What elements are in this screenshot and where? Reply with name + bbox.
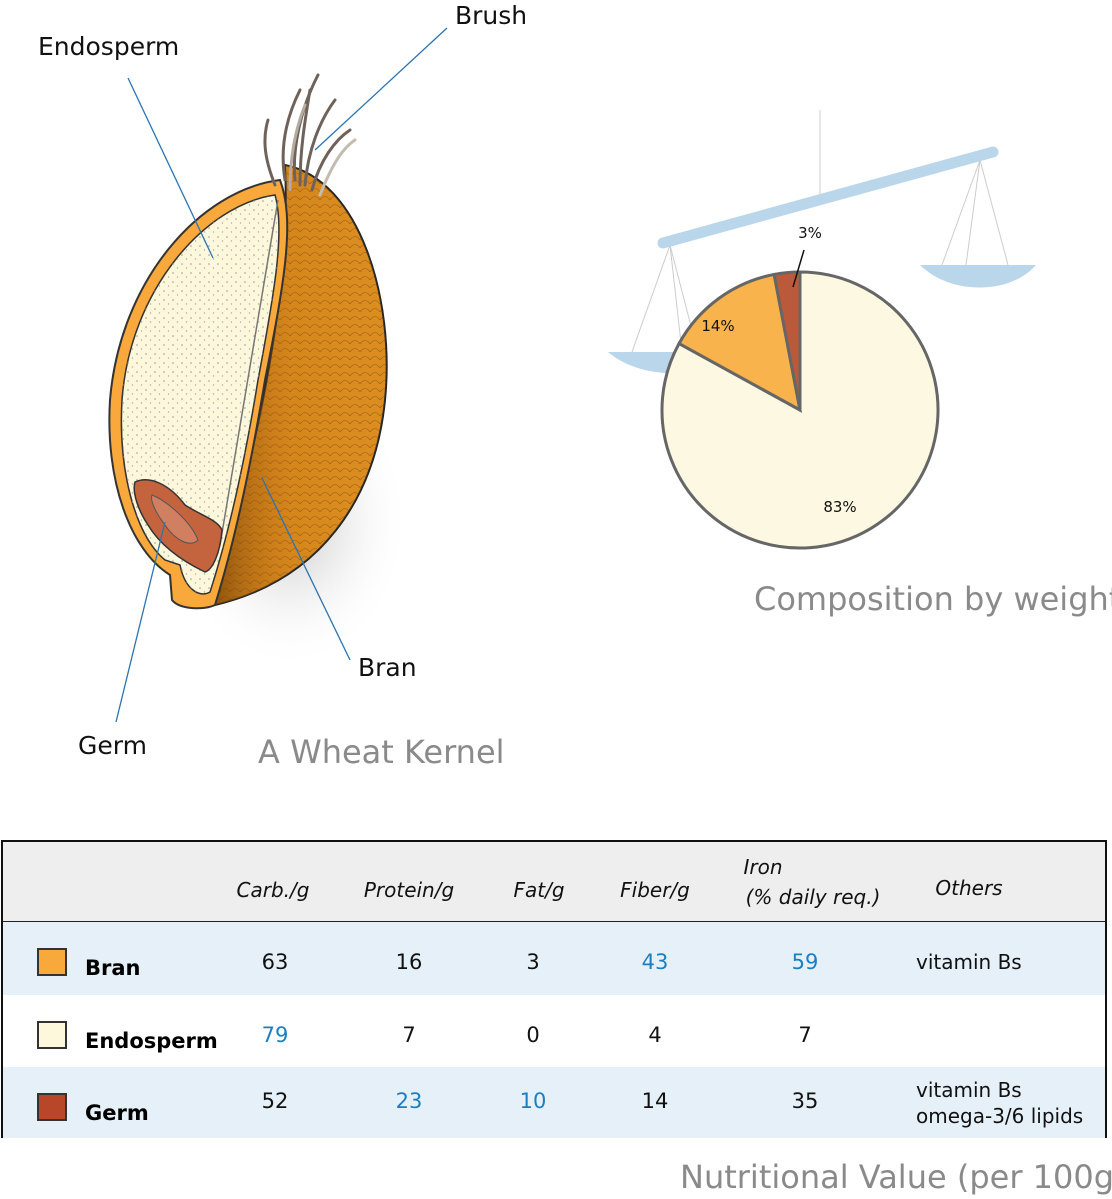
nutrition-table: Carb./g Protein/g Fat/g Fiber/g Iron (% … [1,840,1107,1138]
balance-scale [631,110,1009,353]
composition-pie-chart: 83% 14% 3% [660,224,940,550]
pie-slice-bran [677,272,803,413]
value-cell: 14 [641,1089,669,1113]
value-cell: 59 [791,950,819,974]
label-endosperm: Endosperm [38,32,180,61]
others-cell: vitamin Bs omega-3/6 lipids [916,1077,1083,1129]
header-iron: Iron [743,855,783,879]
value-cell: 7 [798,1023,812,1047]
others-item: vitamin Bs [916,1078,1022,1102]
value-cell: 52 [261,1089,289,1113]
kernel-title: A Wheat Kernel [258,733,505,771]
pie-slice-germ [772,270,802,411]
value-cell: 10 [519,1089,547,1113]
pie-label: 83% [823,498,856,516]
label-brush: Brush [455,1,528,30]
scale-pan-right [920,265,1036,288]
others-item: vitamin Bs [916,950,1022,974]
row-name: Germ [85,1101,149,1125]
value-cell: 0 [526,1023,540,1047]
pie-slice-endosperm [660,270,940,550]
composition-title: Composition by weight [754,580,1112,618]
color-swatch [37,1093,67,1121]
scale-beam [657,146,999,249]
table-row: Germ 52 23 10 14 35 vitamin Bs omega-3/6 lipids [3,1067,1105,1138]
value-cell: 43 [641,950,669,974]
header-protein: Protein/g [363,878,455,902]
header-fat: Fat/g [513,878,565,902]
color-swatch [37,948,67,976]
value-cell: 23 [395,1089,423,1113]
header-others: Others [935,876,1003,900]
value-cell: 4 [648,1023,662,1047]
others-cell: vitamin Bs [916,949,1022,975]
table-header: Carb./g Protein/g Fat/g Fiber/g Iron (% … [3,842,1105,923]
row-name: Endosperm [85,1029,218,1053]
value-cell: 7 [402,1023,416,1047]
germ-pct-leader [792,249,805,288]
row-name: Bran [85,956,141,980]
table-row: Endosperm 79 7 0 4 7 [3,995,1105,1067]
value-cell: 79 [261,1023,289,1047]
illustration-canvas: 83% 14% 3% [108,27,1036,723]
header-carb: Carb./g [236,878,310,902]
label-germ: Germ [78,731,147,760]
table-row: Bran 63 16 3 43 59 vitamin Bs [3,922,1105,995]
value-cell: 35 [791,1089,819,1113]
value-cell: 63 [261,950,289,974]
value-cell: 3 [526,950,540,974]
leader-lines [115,27,448,723]
color-swatch [37,1021,67,1049]
pie-label: 3% [798,224,822,242]
others-item: omega-3/6 lipids [916,1104,1084,1128]
nutrition-title: Nutritional Value (per 100g) [680,1158,1112,1196]
value-cell: 16 [395,950,423,974]
pie-label: 14% [701,317,734,335]
label-bran: Bran [358,653,417,682]
header-iron-unit: (% daily req.) [745,885,881,909]
brush-hairs [263,73,357,197]
header-fiber: Fiber/g [620,878,690,902]
wheat-kernel-drawing [108,73,410,670]
